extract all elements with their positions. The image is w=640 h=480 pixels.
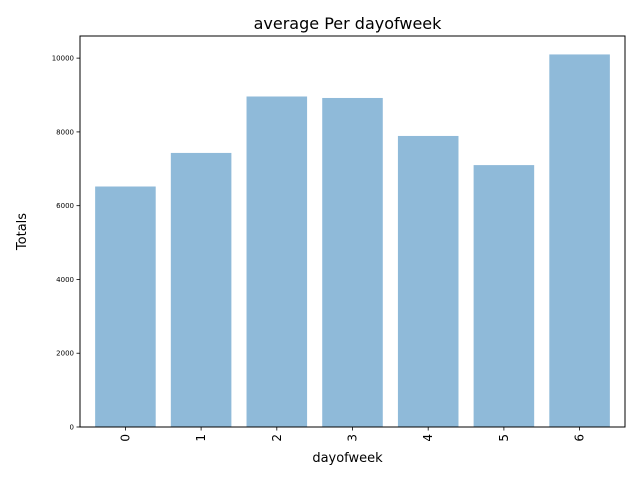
y-tick-label: 6000 [56,202,74,210]
bar-5 [473,165,535,427]
x-tick-label: 3 [346,434,360,442]
bar-4 [397,135,459,427]
bar-0 [95,186,156,427]
y-tick-label: 2000 [56,350,74,358]
bars-group [95,54,610,428]
y-tick-label: 8000 [56,128,74,136]
x-axis-label: dayofweek [312,451,383,466]
y-axis-ticks: 0 2000 4000 6000 8000 10000 [52,55,80,432]
chart-title: average Per dayofweek [254,14,443,33]
bar-6 [549,54,610,427]
y-tick-label: 4000 [56,276,74,284]
x-tick-label: 5 [497,434,511,442]
y-axis-label: Totals [15,213,30,251]
bar-3 [322,97,383,427]
x-tick-label: 2 [270,434,284,442]
bar-2 [246,96,308,428]
x-tick-label: 6 [573,434,587,442]
y-tick-label: 0 [70,424,74,432]
x-tick-label: 4 [421,434,435,442]
y-tick-label: 10000 [52,55,74,63]
bar-1 [170,152,232,427]
x-tick-label: 0 [118,434,132,442]
x-tick-label: 1 [194,434,208,442]
x-axis-ticks: 0 1 2 3 4 5 6 [118,427,587,442]
